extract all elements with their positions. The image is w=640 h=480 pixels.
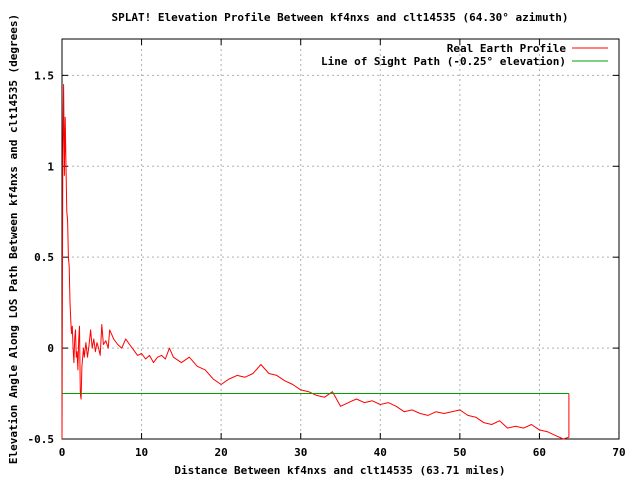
x-tick-label: 70: [612, 446, 625, 459]
legend: Real Earth Profile Line of Sight Path (-…: [321, 42, 608, 68]
plot-frame: [61, 38, 620, 440]
y-tick-label: -0.5: [28, 433, 55, 446]
axis-ticks: 0 10 20 30 40 50 60 70 -0.5 0 0.5 1 1.5: [28, 39, 626, 459]
legend-label-real-earth-profile: Real Earth Profile: [447, 42, 567, 55]
y-tick-label: 0: [47, 342, 54, 355]
legend-label-line-of-sight-path: Line of Sight Path (-0.25° elevation): [321, 55, 566, 68]
x-tick-label: 30: [294, 446, 307, 459]
x-tick-label: 60: [533, 446, 546, 459]
x-axis-label: Distance Between kf4nxs and clt14535 (63…: [174, 464, 505, 477]
x-tick-label: 0: [59, 446, 66, 459]
chart-title: SPLAT! Elevation Profile Between kf4nxs …: [112, 11, 569, 24]
y-axis-label: Elevation Angle Along LOS Path Between k…: [7, 14, 20, 464]
series-layer: [61, 84, 570, 440]
grid-layer: [62, 39, 619, 439]
x-tick-label: 50: [453, 446, 466, 459]
y-tick-label: 1: [47, 160, 54, 173]
real-earth-profile-line: [61, 84, 570, 440]
x-tick-label: 40: [374, 446, 387, 459]
x-tick-label: 20: [215, 446, 228, 459]
y-tick-label: 1.5: [34, 69, 54, 82]
y-tick-label: 0.5: [34, 251, 54, 264]
x-tick-label: 10: [135, 446, 148, 459]
